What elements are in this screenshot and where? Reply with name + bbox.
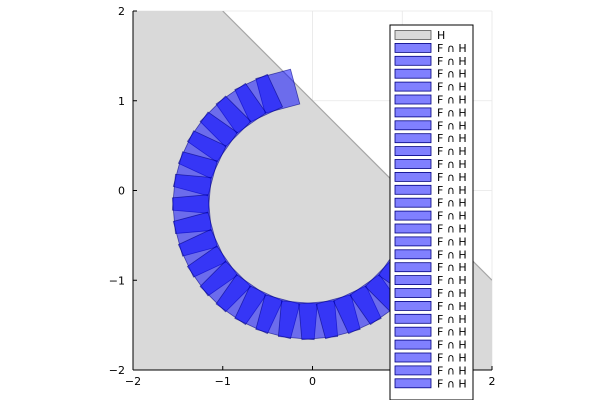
legend-swatch-square: [394, 55, 432, 66]
legend-swatch-square: [394, 81, 432, 92]
legend-swatch-square: [394, 275, 432, 286]
legend-label: F ∩ H: [437, 119, 467, 132]
legend-swatch-square: [394, 94, 432, 105]
legend-swatch-square: [394, 236, 432, 247]
legend-label: F ∩ H: [437, 132, 467, 145]
x-tick-label: −2: [125, 375, 141, 388]
legend-swatch-square: [394, 120, 432, 131]
legend-label: F ∩ H: [437, 81, 467, 94]
legend-swatch-square: [394, 197, 432, 208]
y-tick-label: −1: [109, 274, 125, 287]
legend-swatch-square: [394, 300, 432, 311]
legend-swatch-square: [394, 107, 432, 118]
legend-swatch-square: [394, 249, 432, 260]
legend-label: F ∩ H: [437, 223, 467, 236]
x-tick-label: 0: [309, 375, 316, 388]
legend-swatch-square: [394, 171, 432, 182]
legend-label: F ∩ H: [437, 261, 467, 274]
legend-swatch-square: [394, 262, 432, 273]
legend-label: F ∩ H: [437, 210, 467, 223]
legend-label: F ∩ H: [437, 339, 467, 352]
legend-label: F ∩ H: [437, 68, 467, 81]
legend-swatch-square: [394, 133, 432, 144]
legend-swatch-square: [394, 223, 432, 234]
legend-swatch-square: [394, 313, 432, 324]
legend-label: F ∩ H: [437, 287, 467, 300]
legend-label: F ∩ H: [437, 158, 467, 171]
legend-label: F ∩ H: [437, 352, 467, 365]
legend-swatch-square: [394, 146, 432, 157]
legend-label: F ∩ H: [437, 364, 467, 377]
axes: −2−2−1−1001122: [109, 5, 496, 388]
y-tick-label: 0: [118, 185, 125, 198]
legend-swatch-square: [394, 326, 432, 337]
legend-label: F ∩ H: [437, 313, 467, 326]
legend-label: F ∩ H: [437, 184, 467, 197]
legend-label: F ∩ H: [437, 235, 467, 248]
y-tick-label: −2: [109, 364, 125, 377]
legend-label: F ∩ H: [437, 106, 467, 119]
y-tick-label: 1: [118, 95, 125, 108]
legend-swatch-square: [394, 184, 432, 195]
square-mark: [199, 260, 252, 313]
legend-label: F ∩ H: [437, 55, 467, 68]
legend-label: F ∩ H: [437, 326, 467, 339]
legend-swatch-square: [394, 68, 432, 79]
legend-swatch-square: [394, 43, 432, 53]
legend-swatch-square: [394, 365, 432, 376]
legend-swatch-square: [394, 378, 432, 389]
legend-label: F ∩ H: [437, 274, 467, 287]
x-tick-label: −1: [215, 375, 231, 388]
legend-label: F ∩ H: [437, 171, 467, 184]
legend-label: F ∩ H: [437, 94, 467, 107]
legend-swatch-square: [394, 288, 432, 298]
legend-label: F ∩ H: [437, 145, 467, 158]
legend-label: F ∩ H: [437, 377, 467, 390]
legend-swatch-square: [394, 339, 432, 350]
legend-swatch-square: [394, 352, 432, 363]
legend-swatch-square: [394, 210, 432, 221]
legend-swatch-square: [394, 159, 432, 169]
legend-label: H: [437, 29, 445, 42]
legend-label: F ∩ H: [437, 42, 467, 55]
legend-label: F ∩ H: [437, 300, 467, 313]
legend: HF ∩ HF ∩ HF ∩ HF ∩ HF ∩ HF ∩ HF ∩ HF ∩ …: [389, 24, 474, 400]
legend-label: F ∩ H: [437, 197, 467, 210]
legend-swatch-halfspace: [394, 30, 432, 40]
legend-label: F ∩ H: [437, 248, 467, 261]
y-tick-label: 2: [118, 5, 125, 18]
x-tick-label: 2: [489, 375, 496, 388]
